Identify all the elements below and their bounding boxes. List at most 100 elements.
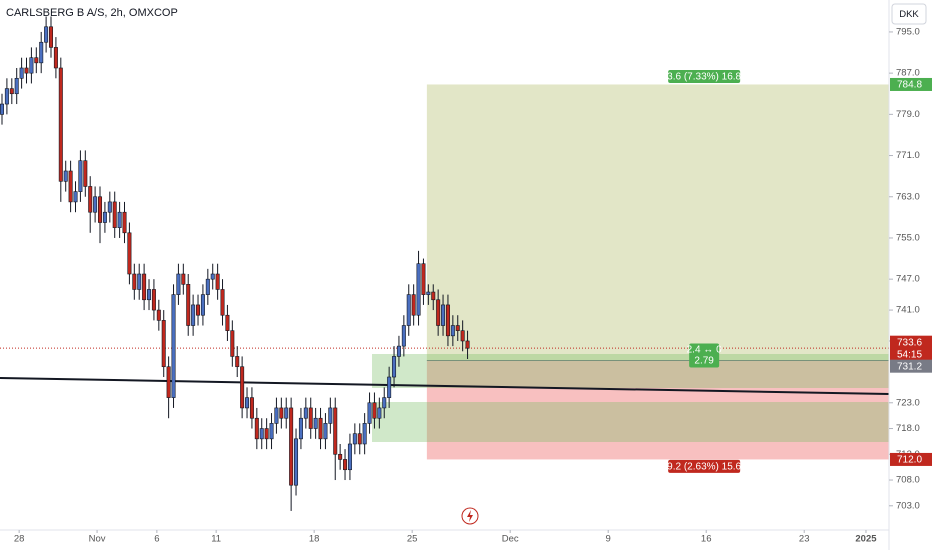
entry-text-2: 2.79 [694,356,714,367]
candle-body [210,273,215,280]
y-tick-label: 708.0 [896,475,920,486]
x-tick-label: 2025 [855,534,877,545]
candle-body [279,407,284,419]
candle-body [117,211,122,228]
candle-body [220,289,225,316]
last-price-label: 733.6 [897,337,922,348]
target-price-label: 784.8 [897,80,922,91]
candle-body [431,291,436,301]
x-tick-label: Dec [502,534,519,545]
candle-body [362,423,367,445]
position-overlay [372,354,889,388]
candle-body [63,170,68,182]
candle-body [230,330,235,357]
candle-body [0,103,5,115]
candle-body [68,170,73,203]
candle-body [274,407,279,424]
candle-body [259,428,264,440]
candle-body [367,402,372,424]
candle-body [39,41,44,64]
candle-body [166,366,171,398]
candle-body [323,423,328,440]
candle-body [147,289,152,301]
candle-body [377,407,382,419]
candle-body [19,67,24,79]
stop-zone [426,360,889,460]
candle-body [78,160,83,192]
currency-button[interactable] [891,3,927,25]
x-tick-label: 18 [309,534,320,545]
candle-body [156,309,161,321]
candle-body [83,160,88,187]
stop-price-label-box [890,452,932,466]
x-tick-label: 16 [701,534,712,545]
x-tick-label: 11 [211,534,221,545]
candle-body [396,345,401,357]
candle-body [34,57,39,64]
trend-line [0,377,890,395]
candle-body [406,294,411,326]
candle-body [98,196,103,223]
candle-body [73,191,78,203]
candle-body [333,407,338,455]
target-text-box [668,69,741,83]
candle-body [58,67,63,182]
candle-body [298,417,303,440]
candle-body [343,459,348,471]
entry-text-box [689,343,720,368]
candle-body [186,284,191,326]
candle-body [240,366,245,409]
entry-price-label-box [890,359,932,373]
candle-body [132,273,137,290]
candle-body [24,67,29,74]
currency[interactable]: DKK [899,9,919,20]
y-tick-label: 703.0 [896,500,920,511]
candle-body [112,201,117,228]
candles [0,16,470,511]
candle-body [205,278,210,295]
candle-body [284,407,289,419]
entry-price-label: 731.2 [897,361,922,372]
position-overlay [372,402,889,442]
y-tick-label: 723.0 [896,397,920,408]
y-tick-label: 787.0 [896,68,920,79]
y-tick-label: 763.0 [896,191,920,202]
y-tick-label: 718.0 [896,423,920,434]
candle-body [308,407,313,429]
candle-body [289,407,294,486]
candle-body [107,201,112,213]
candle-body [392,356,397,378]
candle-body [142,273,147,301]
target-price-label-box [890,77,932,91]
x-tick-label: 9 [606,534,611,545]
stop-price-label: 712.0 [897,455,922,466]
candle-body [151,289,156,311]
candle-body [176,273,181,295]
entry-text: 2.4 ↔ 0 [687,345,722,356]
candle-body [254,417,259,440]
candle-body [460,330,465,342]
countdown-label: 54:15 [897,349,922,360]
candle-body [161,320,166,368]
target-zone [426,84,889,361]
y-tick-label: 771.0 [896,150,920,161]
candle-body [436,299,441,326]
stop-text: 19.2 (2.63%) 15.68 [662,462,747,473]
candle-body [127,232,132,275]
candle-body [441,304,446,326]
candle-body [225,314,230,331]
x-tick-label: 25 [407,534,418,545]
candle-body [455,325,460,331]
candle-body [352,433,357,445]
candle-body [421,263,426,295]
candle-body [181,273,186,285]
candle-body [235,356,240,368]
chart-title: CARLSBERG B A/S, 2h, OMXCOP [6,7,178,19]
position-zones [0,84,889,460]
candle-body [137,273,142,290]
candle-body [313,417,318,429]
x-tick-label: Nov [89,534,106,545]
candle-body [401,325,406,347]
candle-body [102,211,107,223]
